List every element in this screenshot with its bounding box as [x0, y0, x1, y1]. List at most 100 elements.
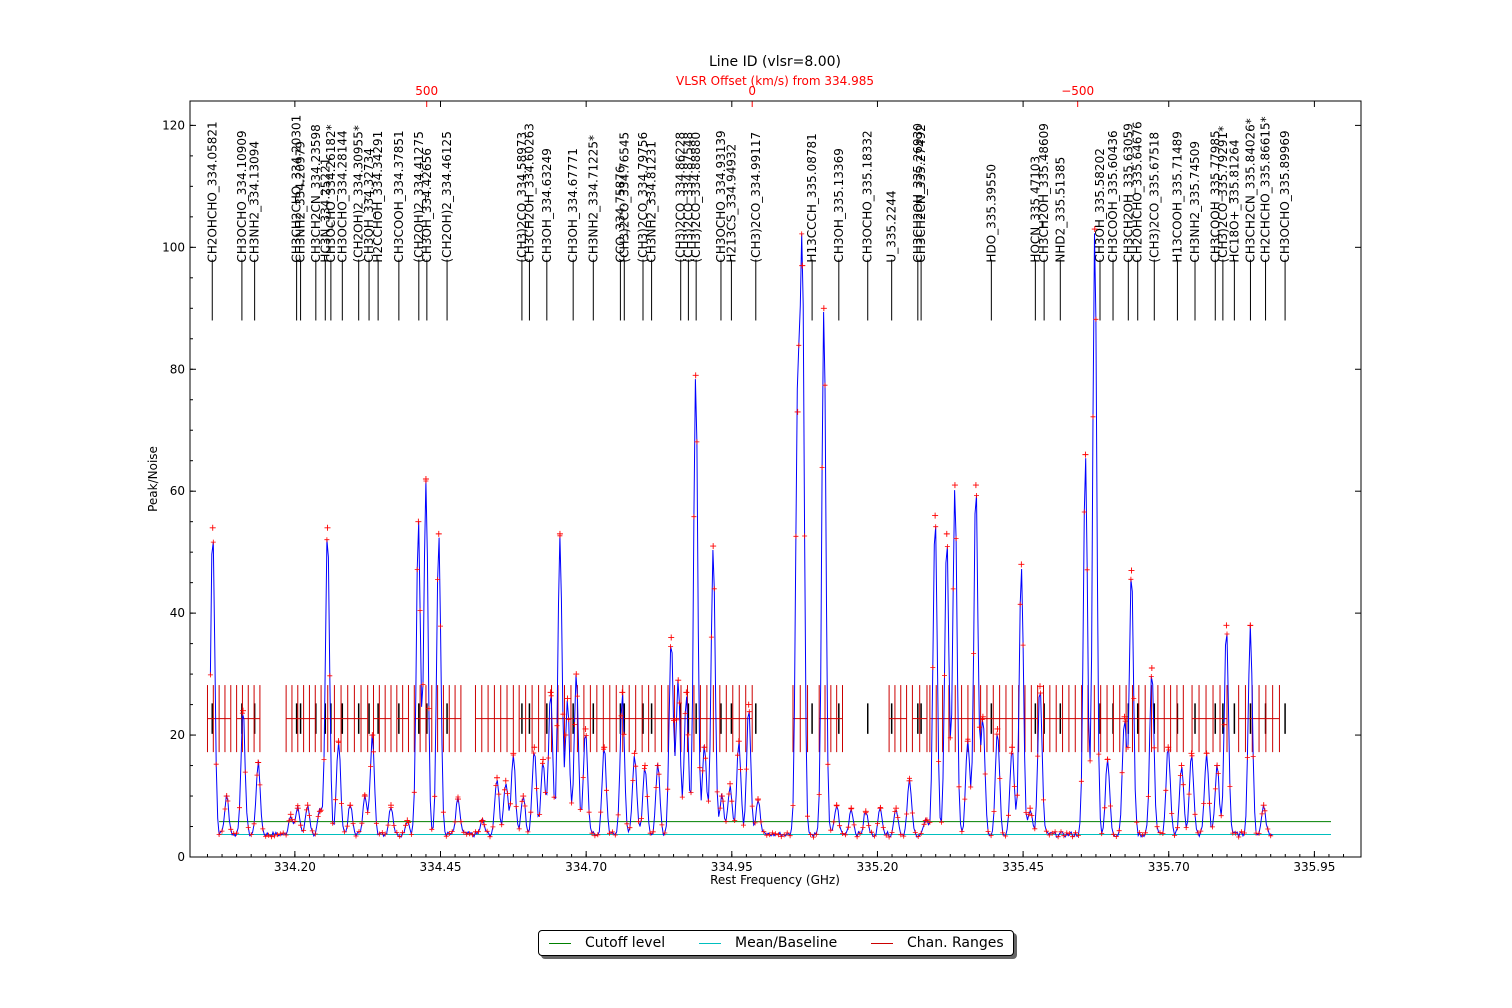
spectrum-marker	[717, 805, 723, 811]
line-id-label: CH3COOH_335.77985	[1208, 130, 1222, 262]
spectrum-marker	[248, 832, 254, 838]
spectrum-marker	[368, 764, 374, 769]
peak-marker	[906, 777, 913, 784]
spectrum-marker	[414, 567, 420, 573]
spectrum-marker	[1070, 834, 1076, 840]
spectrum-marker	[947, 735, 953, 741]
spectrum-marker	[210, 539, 216, 545]
spectrum-marker	[481, 822, 487, 828]
spectrum-marker	[1201, 801, 1207, 807]
spectrum-marker	[904, 811, 910, 817]
peak-marker	[943, 530, 950, 537]
peak-marker	[1223, 622, 1230, 629]
spectrum-marker	[490, 824, 496, 830]
line-id-label: CH3OCHO_334.26182*	[324, 124, 338, 262]
spectrum-marker	[237, 805, 242, 811]
spectrum-marker	[1058, 829, 1064, 835]
line-id-label: CH3CH2OH_334.60263	[522, 123, 536, 262]
spectrum-marker	[808, 832, 813, 838]
peak-marker	[361, 793, 368, 800]
spectrum-marker	[1046, 832, 1052, 838]
spectrum-marker	[1125, 744, 1131, 750]
legend-swatch-ranges	[871, 943, 893, 944]
spectrum-marker	[997, 776, 1003, 781]
spectrum-marker	[1020, 642, 1026, 648]
spectrum-marker	[1189, 753, 1195, 759]
line-id-label: HDO_335.39550	[984, 164, 998, 263]
y-tick-label: 120	[162, 118, 185, 132]
line-id-label: CH3CH2CN_334.23598	[309, 124, 323, 262]
peak-marker	[324, 524, 331, 531]
spectrum-marker	[1262, 808, 1268, 814]
peak-marker	[304, 802, 311, 809]
spectrum-marker	[1142, 830, 1148, 836]
peak-marker	[564, 695, 571, 702]
spectrum-marker	[1183, 825, 1189, 831]
spectrum-marker	[612, 832, 618, 838]
spectrum-marker	[674, 717, 679, 723]
spectrum-marker	[1093, 316, 1099, 322]
spectrum-marker	[1172, 832, 1178, 838]
spectrum-marker	[522, 803, 528, 809]
spectrum-marker	[502, 787, 508, 793]
spectrum-marker	[443, 833, 449, 839]
spectrum-marker	[537, 812, 543, 817]
y-tick-label: 20	[170, 728, 185, 742]
spectrum-marker	[1023, 810, 1029, 815]
spectrum-marker	[866, 822, 872, 828]
legend-label-ranges: Chan. Ranges	[907, 935, 1004, 951]
spectrum-marker	[633, 763, 639, 769]
spectrum-marker	[461, 829, 467, 835]
spectrum-marker	[1154, 824, 1160, 830]
spectrum-marker	[432, 793, 438, 799]
spectrum-marker	[283, 832, 289, 838]
y-tick-label: 40	[170, 606, 185, 620]
spectrum-marker	[304, 807, 309, 813]
line-id-label: HC3N_334.25221	[318, 158, 332, 263]
peak-marker	[556, 530, 563, 537]
spectrum-marker	[1134, 819, 1140, 825]
spectrum-marker	[339, 801, 344, 806]
spectrum-marker	[505, 790, 510, 796]
peak-marker	[619, 689, 626, 696]
spectrum-marker	[641, 766, 647, 772]
peak-marker	[573, 671, 580, 678]
y-tick-label: 0	[177, 850, 185, 864]
peak-marker	[540, 756, 547, 763]
spectrum-marker	[688, 790, 694, 796]
peak-marker	[1247, 622, 1254, 629]
spectrum-marker	[909, 810, 915, 816]
spectrum-marker	[1218, 813, 1224, 819]
peak-marker	[316, 808, 323, 815]
spectrum-marker	[1256, 830, 1262, 836]
spectrum-marker	[426, 706, 432, 712]
peak-marker	[735, 738, 742, 745]
line-id-label: CH3CH2CN_335.27492	[914, 124, 928, 262]
spectrum-marker	[470, 832, 476, 838]
spectrum-marker	[1017, 601, 1023, 607]
legend-label-cutoff: Cutoff level	[585, 935, 666, 951]
spectrum-marker	[743, 766, 749, 772]
spectrum-marker	[356, 829, 362, 835]
spectrum-marker	[778, 834, 784, 840]
spectrum-marker	[1110, 831, 1116, 837]
spectrum-marker	[1265, 826, 1271, 832]
spectrum-marker	[1102, 805, 1108, 811]
peak-marker	[718, 793, 725, 800]
spectrum-marker	[691, 514, 697, 520]
spectrum-marker	[796, 342, 802, 348]
spectrum-marker	[344, 823, 350, 829]
line-id-label: CH2OHCHO_335.64676	[1131, 121, 1145, 262]
spectrum-marker	[842, 832, 848, 838]
spectrum-marker	[207, 672, 213, 678]
spectrum-marker	[770, 830, 776, 836]
spectrum-marker	[700, 768, 706, 774]
spectrum-marker	[435, 577, 441, 582]
spectrum-marker	[802, 533, 808, 539]
x-tick-label: 335.70	[1148, 860, 1190, 874]
spectrum-marker	[574, 693, 580, 699]
spectrum-marker	[994, 731, 1000, 737]
peak-marker	[531, 744, 538, 751]
spectrum-marker	[1244, 755, 1250, 760]
spectrum-marker	[1215, 771, 1221, 776]
